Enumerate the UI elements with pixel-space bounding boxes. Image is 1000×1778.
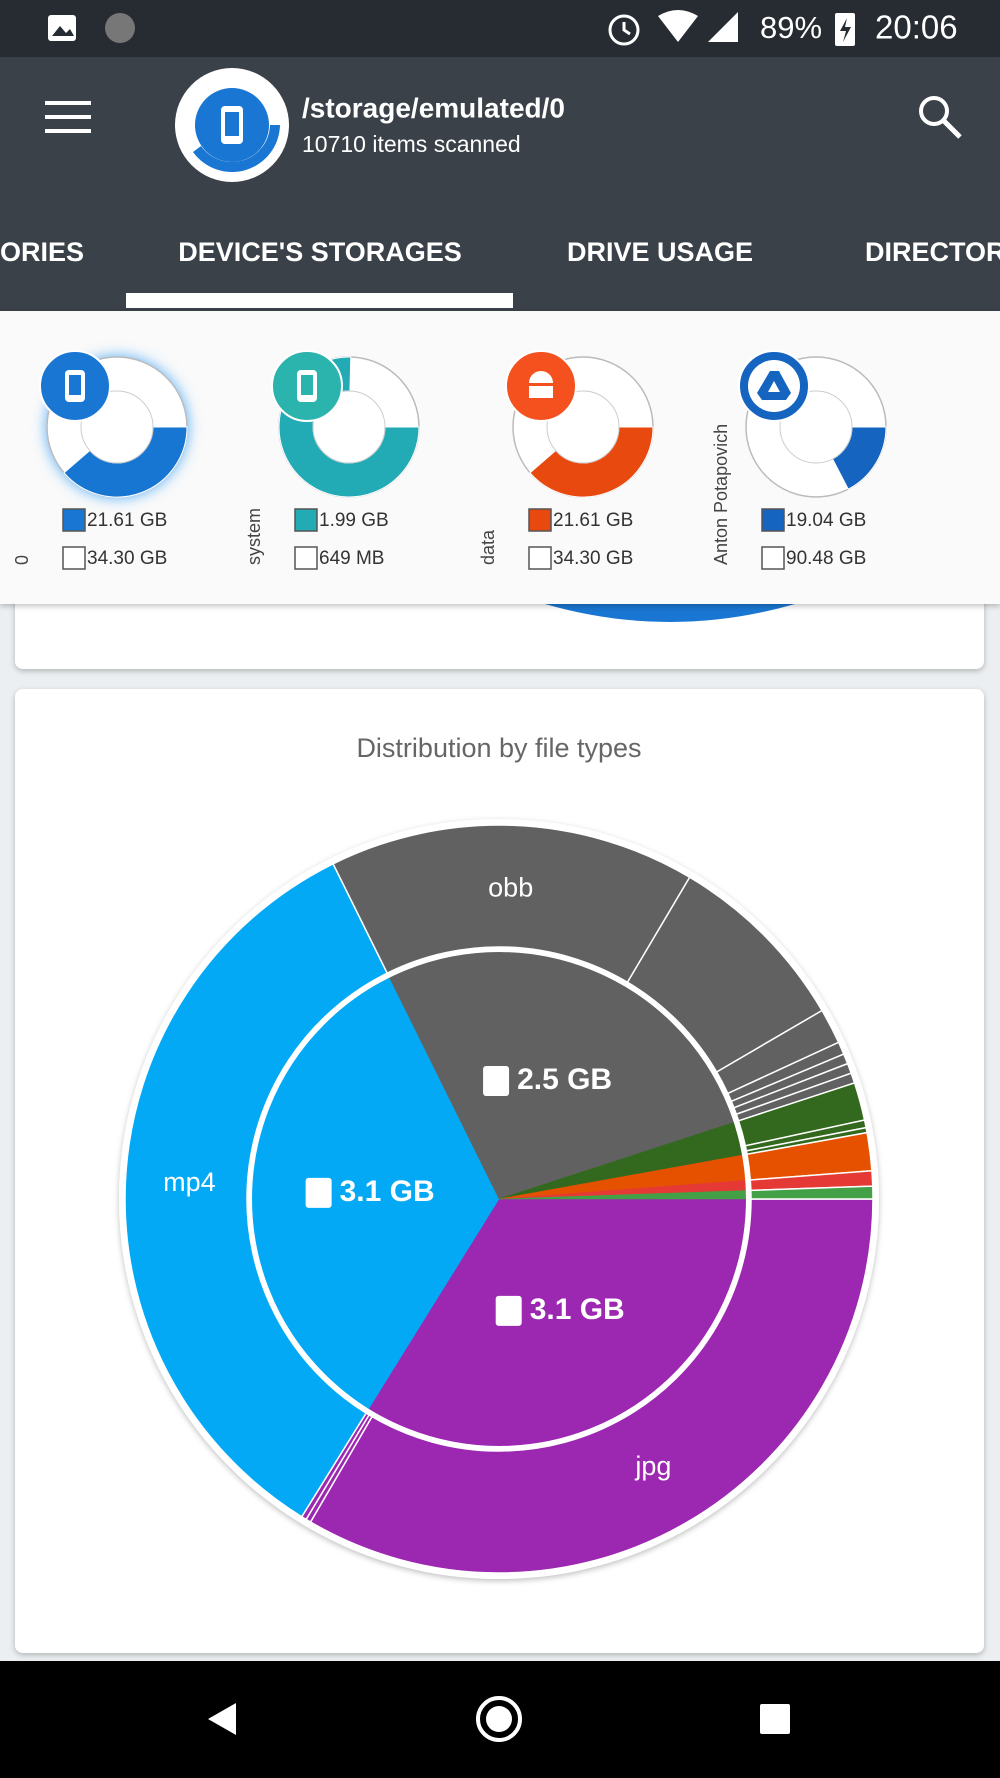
legend-swatch xyxy=(62,546,86,570)
tab[interactable]: DIRECTOR xyxy=(865,237,1000,267)
tab-bar: ORIES DEVICE'S STORAGES DRIVE USAGE DIRECTO… xyxy=(0,237,1000,267)
badge-icon-screen xyxy=(301,375,313,395)
legend-swatch xyxy=(62,508,86,532)
gallery-icon xyxy=(48,15,76,41)
badge-icon-cut xyxy=(768,381,780,392)
legend-swatch xyxy=(761,546,785,570)
signal-icon xyxy=(708,12,738,42)
tab[interactable]: DRIVE USAGE xyxy=(567,237,753,267)
inner-label-icon xyxy=(495,1295,522,1326)
chart-title: Distribution by file types xyxy=(356,733,641,763)
inner-segment xyxy=(389,951,735,1200)
storage-name: system xyxy=(244,508,264,565)
tab[interactable]: ORIES xyxy=(0,237,84,267)
alarm-icon xyxy=(608,14,640,46)
legend-label: 19.04 GB xyxy=(786,510,866,531)
inner-label: 2.5 GB xyxy=(517,1063,612,1096)
avatar-ring xyxy=(193,125,280,173)
recents-button[interactable] xyxy=(760,1704,790,1734)
back-button[interactable] xyxy=(208,1703,236,1735)
status-bar xyxy=(0,0,1000,57)
menu-line xyxy=(45,115,91,119)
inner-label-icon xyxy=(483,1065,510,1096)
toolbar-title: /storage/emulated/0 xyxy=(302,92,565,123)
legend-label: 649 MB xyxy=(319,548,384,569)
battery-bolt xyxy=(840,18,851,42)
toolbar-subtitle: 10710 items scanned xyxy=(302,131,521,157)
legend-label: 90.48 GB xyxy=(786,548,866,569)
storage-item[interactable]: system 1.99 GB 649 MB xyxy=(244,350,420,570)
search-lens xyxy=(919,96,949,126)
menu-button[interactable] xyxy=(45,101,91,133)
storage-name: 0 xyxy=(12,555,32,565)
sunburst: jpg mp4 obb 3.1 GB 3.1 GB 2.5 GB xyxy=(124,824,874,1574)
sync-icon xyxy=(105,13,135,43)
storage-name: data xyxy=(478,529,498,565)
storage-name: Anton Potapovich xyxy=(711,424,731,565)
inner-segment xyxy=(368,1198,747,1447)
legend-label: 21.61 GB xyxy=(553,510,633,531)
storage-list: 0 21.61 GB 34.30 GB system 1.99 GB 649 MB data… xyxy=(12,350,887,570)
tab[interactable]: DEVICE'S STORAGES xyxy=(178,237,462,267)
inner-label: 3.1 GB xyxy=(530,1293,625,1326)
ring-separator xyxy=(247,947,751,1451)
home-button[interactable] xyxy=(476,1696,522,1742)
clock: 20:06 xyxy=(875,9,958,46)
outer-label: jpg xyxy=(634,1451,671,1481)
legend-swatch xyxy=(528,546,552,570)
search-handle xyxy=(941,118,962,139)
legend-label: 1.99 GB xyxy=(319,510,389,531)
badge-icon-screen xyxy=(69,375,81,395)
storage-item[interactable]: data 21.61 GB 34.30 GB xyxy=(478,350,654,570)
outer-label: obb xyxy=(488,872,533,902)
battery-text: 89% xyxy=(760,10,822,45)
legend-label: 21.61 GB xyxy=(87,510,167,531)
legend-swatch xyxy=(528,508,552,532)
inner-label: 3.1 GB xyxy=(340,1175,435,1208)
legend-label: 34.30 GB xyxy=(87,548,167,569)
chart-fragment xyxy=(545,604,795,622)
home-dot xyxy=(486,1706,512,1732)
inner-segment xyxy=(251,977,500,1410)
search-button[interactable] xyxy=(919,96,962,139)
badge-icon xyxy=(529,371,553,398)
wifi-icon xyxy=(658,10,698,42)
menu-line xyxy=(45,101,91,105)
toolbar xyxy=(0,57,1000,311)
tab-indicator xyxy=(126,293,513,308)
storage-item[interactable]: Anton Potapovich 19.04 GB 90.48 GB xyxy=(711,350,887,570)
menu-line xyxy=(45,129,91,133)
phone-screen xyxy=(225,112,239,136)
alarm-hand xyxy=(622,22,631,36)
legend-swatch xyxy=(761,508,785,532)
legend-swatch xyxy=(294,546,318,570)
storage-item[interactable]: 0 21.61 GB 34.30 GB xyxy=(12,350,188,570)
gallery-icon-mark xyxy=(52,26,74,36)
legend-swatch xyxy=(294,508,318,532)
inner-label-icon xyxy=(305,1177,332,1208)
outer-label: mp4 xyxy=(163,1167,216,1197)
legend-label: 34.30 GB xyxy=(553,548,633,569)
